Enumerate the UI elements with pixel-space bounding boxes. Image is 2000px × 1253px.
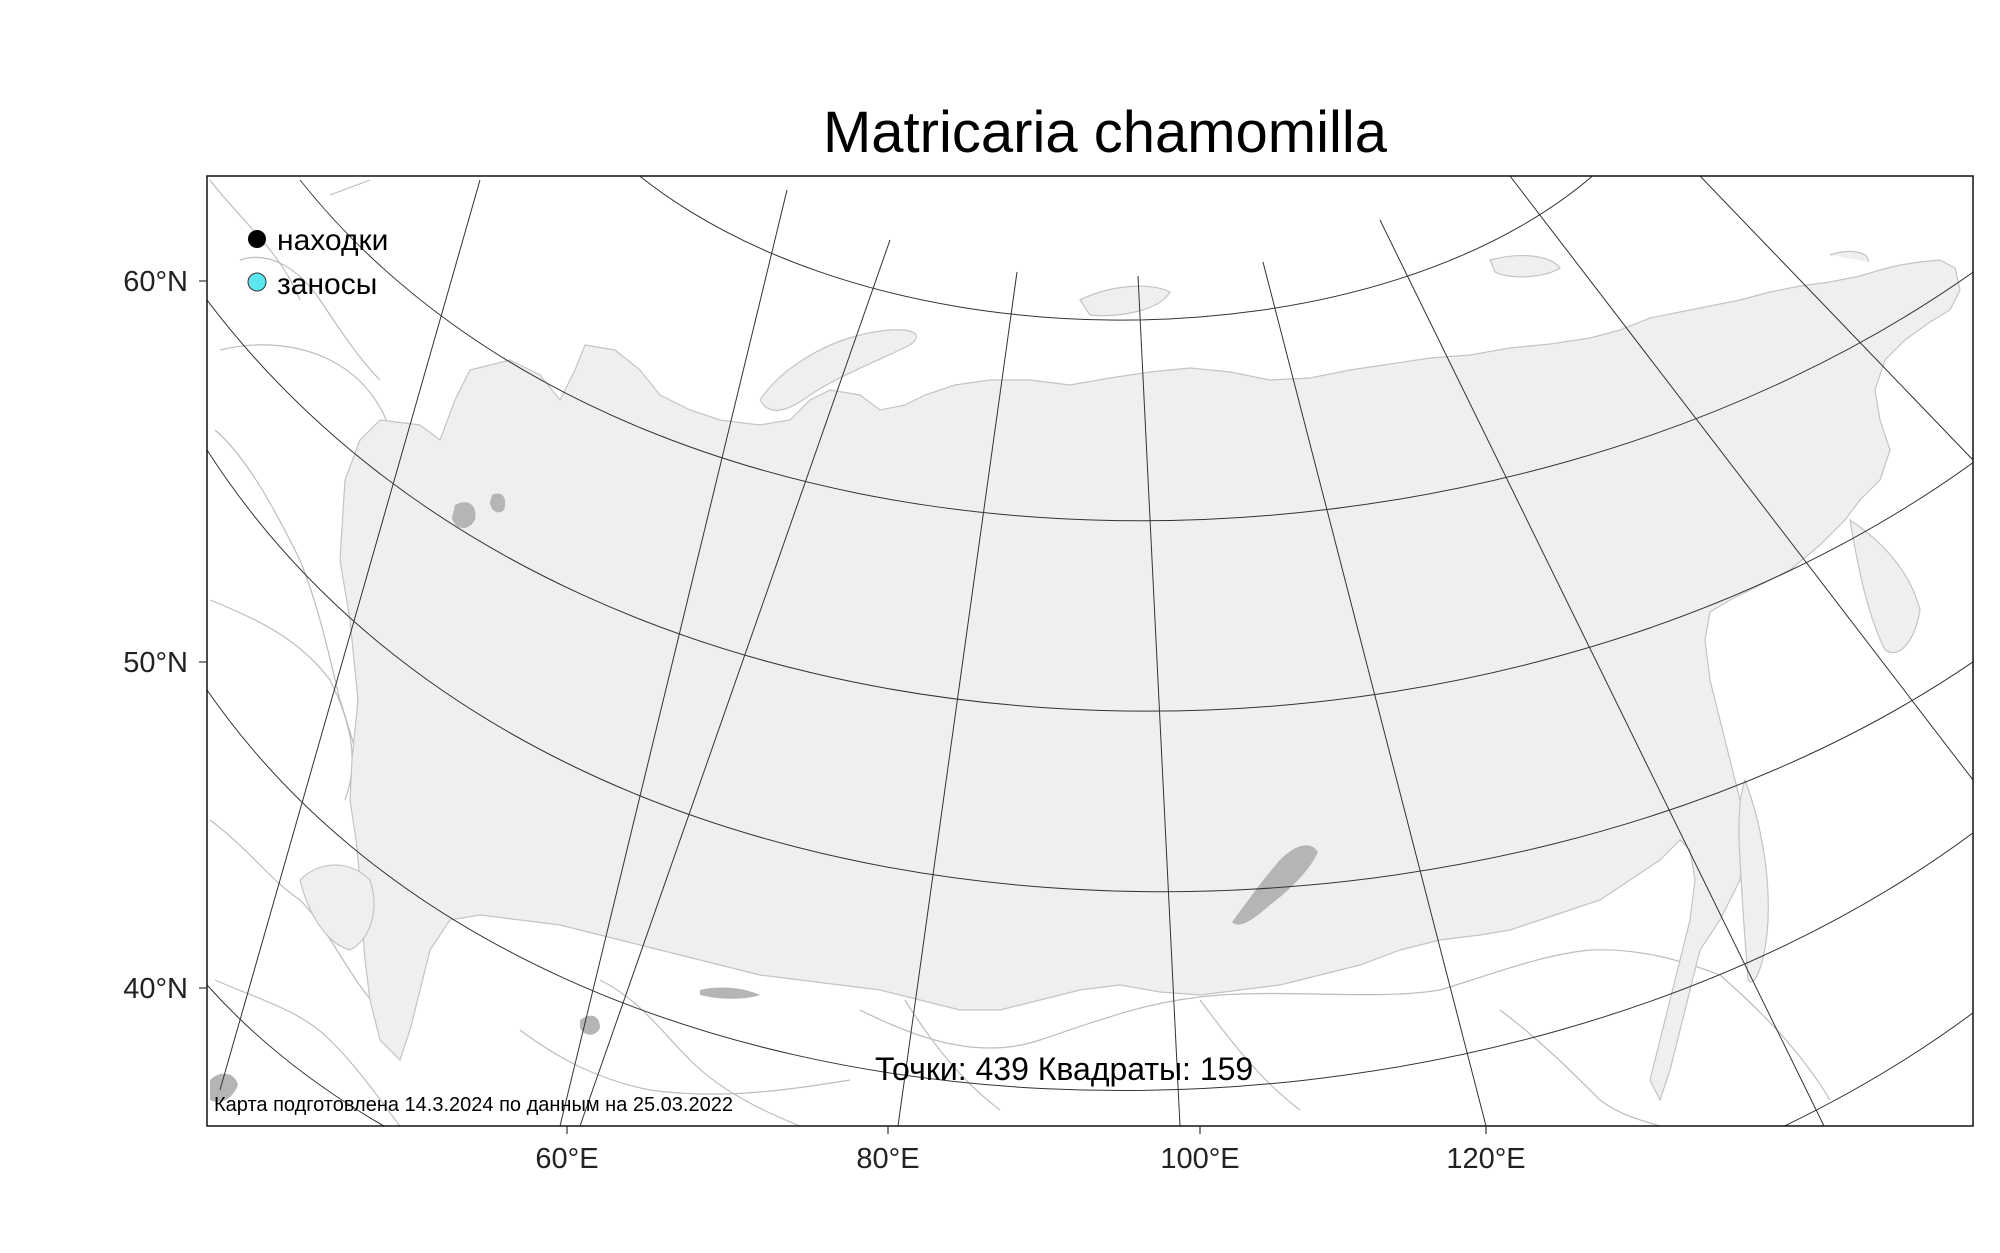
legend-introductions-label: заносы xyxy=(277,268,377,301)
wrangel-island xyxy=(1829,250,1869,263)
aral-sea xyxy=(580,1015,600,1035)
lat-label-50: 50°N xyxy=(123,647,188,679)
meridian-120 xyxy=(1699,176,1973,461)
legend: находки заносы xyxy=(247,224,388,301)
legend-finds-swatch xyxy=(248,230,266,248)
meridian-40 xyxy=(219,179,481,1091)
lakes xyxy=(210,493,1318,1102)
map-title: Matricaria chamomilla xyxy=(823,100,1388,165)
caspian-sea-edge xyxy=(210,1073,238,1102)
graticule xyxy=(207,176,1973,1126)
longitude-labels: 60°E 80°E 100°E 120°E xyxy=(535,1126,1526,1175)
new-siberian-islands xyxy=(1489,255,1561,278)
parallel-65 xyxy=(299,179,1973,522)
lon-label-120: 120°E xyxy=(1446,1143,1525,1175)
legend-introductions-swatch xyxy=(247,272,267,292)
novaya-zemlya xyxy=(759,329,917,411)
lon-label-60: 60°E xyxy=(535,1143,598,1175)
parallel-70 xyxy=(639,176,1593,321)
kamchatka xyxy=(1849,518,1921,654)
lake-onega xyxy=(490,493,506,513)
parallel-55 xyxy=(207,449,1973,893)
lon-label-80: 80°E xyxy=(856,1143,919,1175)
meridian-70 xyxy=(897,271,1018,1126)
lat-label-40: 40°N xyxy=(123,973,188,1005)
latitude-labels: 60°N 50°N 40°N xyxy=(123,266,207,1005)
meridian-80 xyxy=(1137,275,1181,1126)
meridian-100 xyxy=(1379,219,1825,1126)
meridian-50 xyxy=(559,189,788,1126)
parallel-50 xyxy=(207,689,1973,1092)
stats-label: Точки: 439 Квадраты: 159 xyxy=(875,1051,1253,1087)
lake-ladoga xyxy=(452,502,476,529)
meridian-110 xyxy=(1509,176,1973,781)
severnaya-zemlya xyxy=(1079,285,1171,317)
parallel-60 xyxy=(207,299,1973,712)
lat-label-60: 60°N xyxy=(123,266,188,298)
legend-finds-label: находки xyxy=(277,224,388,257)
meridian-60 xyxy=(579,239,891,1126)
lake-balkhash xyxy=(700,987,760,999)
crimea-caucasus-land xyxy=(299,864,375,951)
lake-baikal xyxy=(1232,845,1318,925)
credit-note: Карта подготовлена 14.3.2024 по данным н… xyxy=(214,1094,733,1116)
meridian-90 xyxy=(1262,261,1487,1126)
sakhalin xyxy=(1738,778,1769,983)
map-frame xyxy=(206,175,1974,1127)
lon-label-100: 100°E xyxy=(1160,1143,1239,1175)
